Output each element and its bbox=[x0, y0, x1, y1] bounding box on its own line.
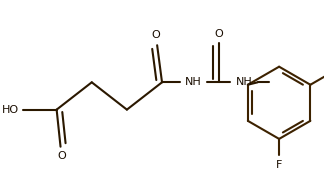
Text: F: F bbox=[276, 160, 282, 170]
Text: NH: NH bbox=[185, 77, 202, 87]
Text: HO: HO bbox=[1, 105, 18, 115]
Text: O: O bbox=[214, 29, 223, 39]
Text: NH: NH bbox=[236, 77, 252, 87]
Text: O: O bbox=[57, 151, 66, 161]
Text: O: O bbox=[152, 30, 160, 40]
